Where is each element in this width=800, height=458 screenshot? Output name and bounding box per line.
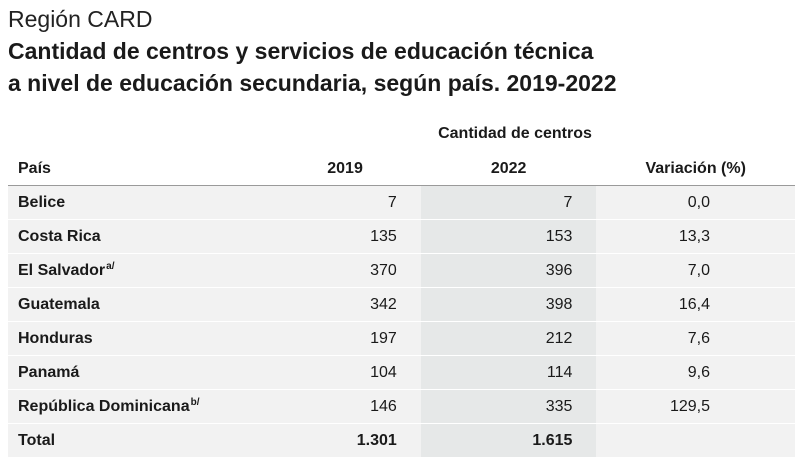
variation-cell: 7,6 xyxy=(596,321,795,356)
table-row: Guatemala 342 398 16,4 xyxy=(8,287,795,322)
variation-cell: 13,3 xyxy=(596,219,795,254)
column-header-variation: Variación (%) xyxy=(596,152,795,186)
data-table: País 2019 2022 Variación (%) Belice 7 7 … xyxy=(8,152,795,458)
country-cell: El Salvadora/ xyxy=(8,253,270,288)
value-2019-cell: 197 xyxy=(269,321,421,356)
total-2019-cell: 1.301 xyxy=(269,423,421,458)
table-row: El Salvadora/ 370 396 7,0 xyxy=(8,253,795,288)
footnote-marker: b/ xyxy=(190,397,200,408)
total-variation-cell xyxy=(596,423,795,458)
variation-cell: 129,5 xyxy=(596,389,795,424)
variation-cell: 7,0 xyxy=(596,253,795,288)
table-row: República Dominicanab/ 146 335 129,5 xyxy=(8,389,795,424)
table-row: Panamá 104 114 9,6 xyxy=(8,355,795,390)
table-row: Costa Rica 135 153 13,3 xyxy=(8,219,795,254)
region-label: Región CARD xyxy=(8,6,153,32)
value-2022-cell: 398 xyxy=(420,287,597,322)
value-2022-cell: 335 xyxy=(420,389,597,424)
value-2019-cell: 104 xyxy=(269,355,421,390)
total-label-cell: Total xyxy=(8,423,270,458)
variation-cell: 0,0 xyxy=(596,185,795,220)
column-header-country: País xyxy=(8,152,270,186)
column-group-header: Cantidad de centros xyxy=(260,120,770,153)
value-2019-cell: 146 xyxy=(269,389,421,424)
value-2019-cell: 342 xyxy=(269,287,421,322)
country-cell: Belice xyxy=(8,185,270,220)
column-header-2019: 2019 xyxy=(269,152,421,186)
country-cell: Costa Rica xyxy=(8,219,270,254)
country-cell: República Dominicanab/ xyxy=(8,389,270,424)
variation-cell: 16,4 xyxy=(596,287,795,322)
value-2019-cell: 135 xyxy=(269,219,421,254)
value-2019-cell: 7 xyxy=(269,185,421,220)
country-cell: Honduras xyxy=(8,321,270,356)
variation-cell: 9,6 xyxy=(596,355,795,390)
footnote-marker: a/ xyxy=(106,261,115,272)
table-title: Cantidad de centros y servicios de educa… xyxy=(8,35,788,99)
value-2022-cell: 114 xyxy=(420,355,597,390)
value-2022-cell: 7 xyxy=(420,185,597,220)
value-2019-cell: 370 xyxy=(269,253,421,288)
table-row: Belice 7 7 0,0 xyxy=(8,185,795,220)
header-row: País 2019 2022 Variación (%) xyxy=(8,152,795,186)
country-cell: Panamá xyxy=(8,355,270,390)
total-2022-cell: 1.615 xyxy=(420,423,597,458)
column-header-2022: 2022 xyxy=(420,152,597,186)
value-2022-cell: 212 xyxy=(420,321,597,356)
title-line-1: Cantidad de centros y servicios de educa… xyxy=(8,38,594,64)
title-line-2: a nivel de educación secundaria, según p… xyxy=(8,70,617,96)
total-row: Total 1.301 1.615 xyxy=(8,423,795,458)
table-row: Honduras 197 212 7,6 xyxy=(8,321,795,356)
country-cell: Guatemala xyxy=(8,287,270,322)
value-2022-cell: 153 xyxy=(420,219,597,254)
value-2022-cell: 396 xyxy=(420,253,597,288)
